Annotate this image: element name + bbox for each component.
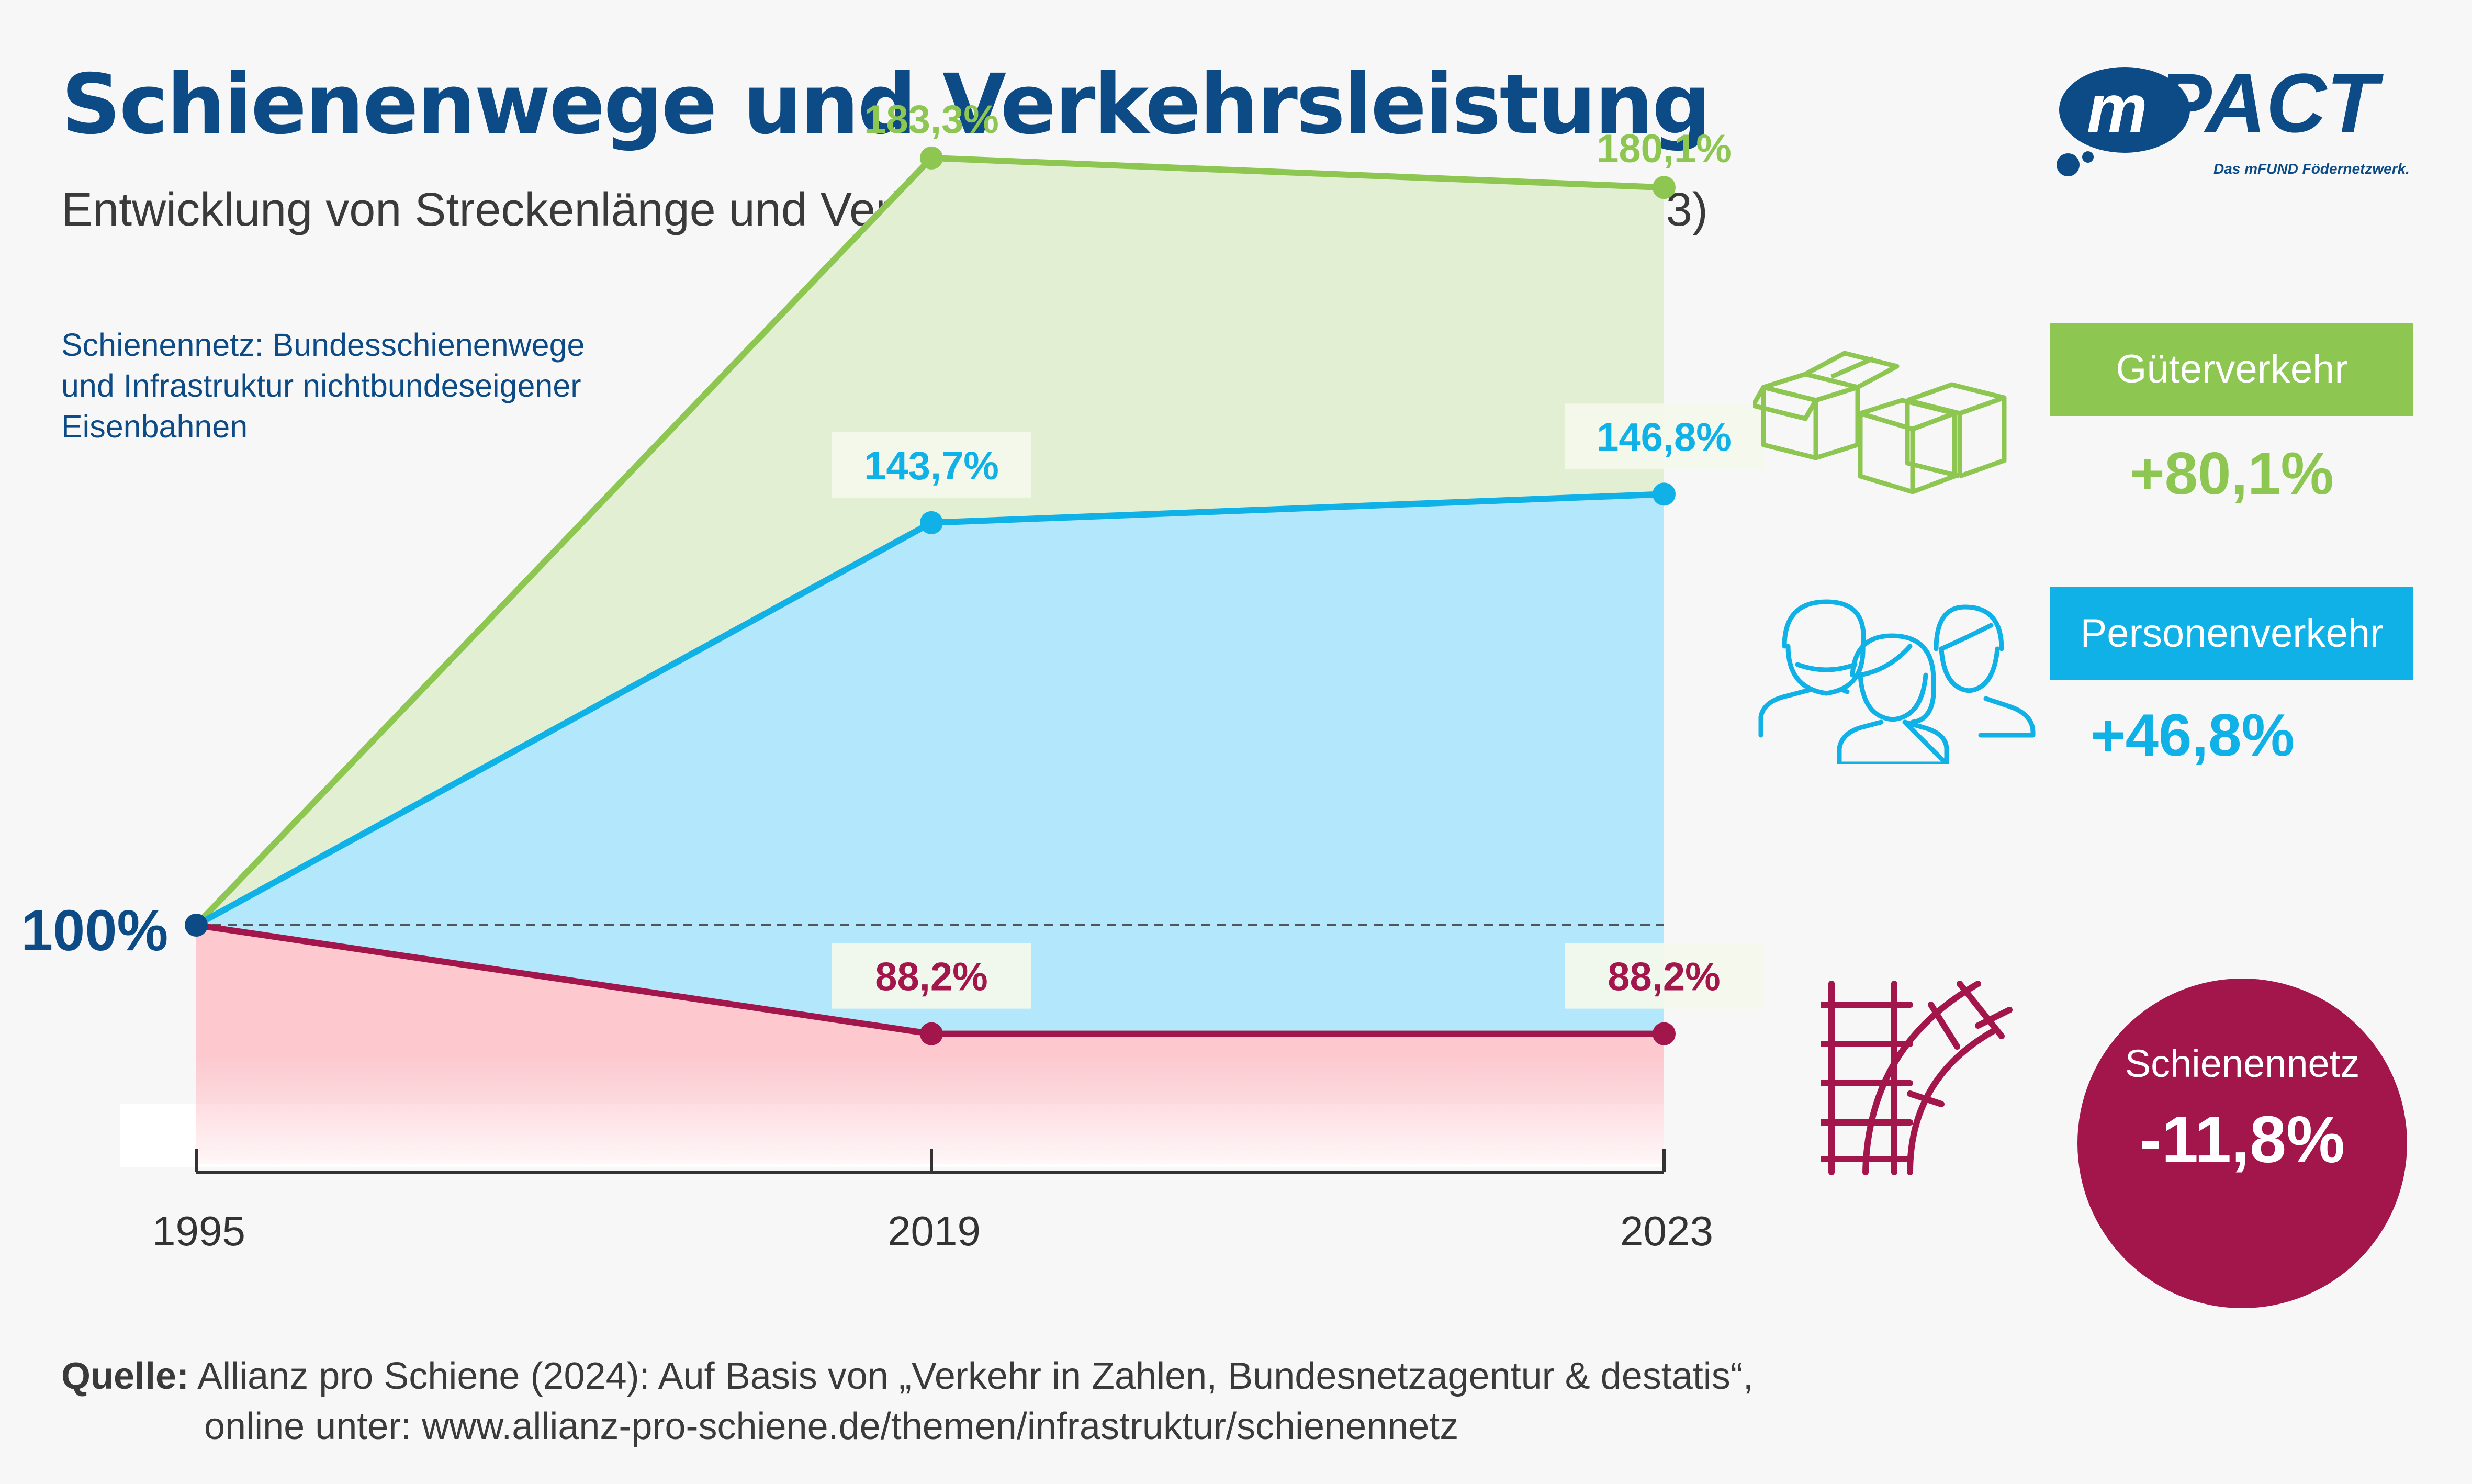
schienennetz-label: Schienennetz xyxy=(2125,1042,2360,1085)
source-line-1: Allianz pro Schiene (2024): Auf Basis vo… xyxy=(197,1355,1754,1397)
schienennetz-label-box xyxy=(832,943,1031,1009)
svg-text:m: m xyxy=(2087,70,2148,147)
schienennetz-data-label: 88,2% xyxy=(1608,955,1721,999)
logo-tagline: Das mFUND Födernetzwerk. xyxy=(2213,161,2410,177)
gueterverkehr-legend-box: Güterverkehr xyxy=(2050,323,2413,416)
personenverkehr-data-label: 146,8% xyxy=(1597,415,1732,459)
chart-note: Schienennetz: Bundesschienenwege und Inf… xyxy=(61,324,585,447)
baseline-label: 100% xyxy=(21,898,168,963)
personenverkehr-label-box xyxy=(1565,403,1763,469)
personenverkehr-area xyxy=(196,494,1664,1034)
gueterverkehr-data-label: 183,3% xyxy=(864,97,999,142)
chart-axis: 1995 2019 2023 100% xyxy=(21,898,1713,1254)
gueterverkehr-data-label: 180,1% xyxy=(1597,127,1732,171)
gueterverkehr-area xyxy=(196,158,1664,925)
chart-lines xyxy=(185,146,1676,1045)
chart-labels: 183,3% 180,1% 143,7% 146,8% 88,2% 88,2% xyxy=(832,97,1763,1009)
personenverkehr-point xyxy=(1653,482,1676,506)
personenverkehr-label-box xyxy=(832,432,1031,498)
source-line-2: online unter: www.allianz-pro-schiene.de… xyxy=(204,1406,1459,1447)
note-line-1: Schienennetz: Bundesschienenwege xyxy=(61,327,585,363)
chart-areas xyxy=(120,158,1664,1167)
personenverkehr-change: +46,8% xyxy=(2091,702,2295,769)
schienennetz-circle: Schienennetz -11,8% xyxy=(2077,979,2407,1308)
note-line-3: Eisenbahnen xyxy=(61,409,248,444)
mpact-logo: m PACT Das mFUND Födernetzwerk. xyxy=(2057,56,2410,177)
gueterverkehr-change: +80,1% xyxy=(2130,441,2334,507)
source-note: Quelle: Allianz pro Schiene (2024): Auf … xyxy=(61,1351,1754,1452)
boxes-icon xyxy=(1753,351,2007,494)
schienennetz-point xyxy=(1653,1022,1676,1045)
personenverkehr-point xyxy=(920,511,943,534)
page-title: Schienenwege und Verkehrsleistung xyxy=(61,57,1711,153)
gueterverkehr-point xyxy=(1653,176,1676,199)
x-tick-label: 1995 xyxy=(152,1208,245,1254)
source-label: Quelle: xyxy=(61,1355,189,1397)
personenverkehr-data-label: 143,7% xyxy=(864,444,999,488)
schienennetz-change: -11,8% xyxy=(2139,1103,2345,1176)
schienennetz-data-label: 88,2% xyxy=(875,955,988,999)
gueterverkehr-point xyxy=(920,146,943,170)
personenverkehr-legend-box: Personenverkehr xyxy=(2050,587,2413,680)
x-tick-label: 2023 xyxy=(1620,1208,1713,1254)
note-line-2: und Infrastruktur nichtbundeseigener xyxy=(61,368,581,403)
rail-track-icon xyxy=(1821,981,2013,1175)
x-tick-label: 2019 xyxy=(887,1208,981,1254)
schienennetz-point xyxy=(920,1022,943,1045)
origin-point xyxy=(185,914,208,937)
schienennetz-label-box xyxy=(1565,943,1763,1009)
svg-text:PACT: PACT xyxy=(2156,56,2384,150)
people-icon xyxy=(1758,599,2036,764)
